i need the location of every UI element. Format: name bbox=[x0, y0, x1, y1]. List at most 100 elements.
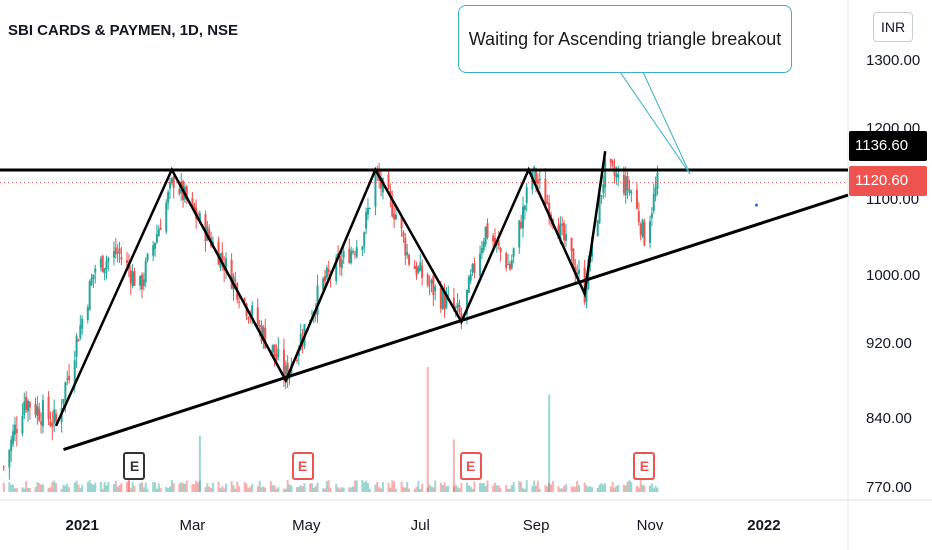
candle-body bbox=[391, 199, 394, 217]
volume-bar bbox=[81, 484, 84, 492]
volume-bar bbox=[314, 485, 317, 492]
volume-bar bbox=[139, 483, 142, 492]
volume-bar bbox=[561, 488, 564, 492]
volume-bar bbox=[38, 483, 41, 492]
volume-bar bbox=[64, 485, 67, 492]
volume-bar bbox=[454, 484, 457, 492]
candle-body bbox=[73, 360, 76, 384]
volume-bar bbox=[309, 483, 312, 492]
candle-body bbox=[355, 247, 358, 257]
volume-bar bbox=[51, 481, 54, 492]
volume-bar bbox=[133, 485, 136, 492]
volume-bar bbox=[479, 482, 482, 492]
volume-bar bbox=[443, 482, 446, 492]
candle-body bbox=[572, 248, 575, 270]
candle-body bbox=[492, 235, 495, 242]
candle-body bbox=[361, 246, 364, 250]
volume-bar bbox=[469, 486, 472, 492]
candle-body bbox=[167, 192, 170, 203]
volume-bar bbox=[400, 481, 403, 492]
volume-bar bbox=[88, 480, 91, 492]
volume-bar bbox=[271, 485, 274, 492]
candle-body bbox=[525, 187, 528, 204]
candle-body bbox=[168, 182, 171, 189]
candle-body bbox=[316, 285, 319, 316]
volume-bar bbox=[654, 485, 657, 492]
candle-body bbox=[90, 278, 93, 285]
earnings-marker[interactable]: E bbox=[633, 452, 656, 480]
candle-body bbox=[611, 160, 614, 166]
volume-bar bbox=[277, 487, 280, 492]
volume-bar bbox=[66, 483, 69, 492]
candle-body bbox=[637, 211, 640, 223]
volume-bar bbox=[90, 483, 93, 492]
callout-pointer bbox=[619, 71, 691, 175]
volume-bar bbox=[288, 484, 291, 492]
volume-bar bbox=[284, 488, 287, 492]
volume-bar bbox=[531, 486, 534, 492]
candle-body bbox=[112, 251, 115, 258]
candle-body bbox=[615, 174, 618, 178]
volume-bar bbox=[262, 486, 265, 492]
volume-bar bbox=[238, 486, 241, 492]
candle-body bbox=[510, 260, 513, 269]
volume-bar bbox=[144, 482, 147, 492]
candle-body bbox=[103, 268, 106, 274]
volume-bar bbox=[107, 481, 110, 492]
volume-bar bbox=[99, 481, 102, 492]
volume-bar bbox=[335, 483, 338, 492]
candle-body bbox=[380, 177, 383, 189]
volume-bar bbox=[381, 482, 384, 492]
volume-bar bbox=[155, 488, 158, 492]
volume-bar bbox=[570, 486, 573, 492]
volume-bar bbox=[342, 487, 345, 492]
volume-bar bbox=[211, 482, 214, 492]
volume-bar bbox=[324, 488, 327, 492]
chart-title[interactable]: SBI CARDS & PAYMEN, 1D, NSE bbox=[8, 22, 239, 39]
volume-bar bbox=[656, 487, 659, 492]
candle-body bbox=[152, 245, 155, 256]
candle-body bbox=[64, 382, 67, 400]
volume-bar bbox=[116, 486, 119, 492]
volume-bar bbox=[282, 488, 285, 492]
candle-body bbox=[271, 344, 274, 353]
earnings-marker[interactable]: E bbox=[291, 452, 314, 480]
volume-bar bbox=[183, 483, 186, 492]
annotation-callout[interactable]: Waiting for Ascending triangle breakout bbox=[458, 5, 792, 73]
marker-dot bbox=[754, 203, 758, 207]
volume-bar bbox=[564, 484, 567, 492]
candle-body bbox=[628, 189, 631, 193]
volume-bar bbox=[299, 485, 302, 492]
last-price-tag: 1120.60 bbox=[849, 166, 927, 196]
volume-bar bbox=[264, 487, 267, 492]
volume-bar bbox=[154, 482, 157, 492]
candle-body bbox=[576, 272, 579, 276]
volume-bar bbox=[417, 480, 420, 492]
volume-bar bbox=[295, 487, 298, 492]
earnings-marker[interactable]: E bbox=[123, 452, 146, 480]
volume-bar bbox=[445, 486, 448, 492]
candle-body bbox=[243, 298, 246, 301]
candle-body bbox=[486, 223, 489, 238]
candle-body bbox=[282, 349, 285, 378]
volume-bar bbox=[361, 480, 364, 492]
candle-body bbox=[523, 205, 526, 210]
candle-body bbox=[324, 276, 327, 281]
volume-bar bbox=[559, 488, 562, 492]
volume-bar bbox=[10, 484, 13, 492]
volume-bar bbox=[393, 481, 396, 492]
volume-bar bbox=[452, 486, 455, 492]
volume-bar bbox=[391, 480, 394, 492]
currency-selector[interactable]: INR bbox=[873, 12, 913, 42]
volume-bar bbox=[387, 483, 390, 492]
candle-body bbox=[79, 325, 82, 339]
volume-bar bbox=[329, 487, 332, 492]
candle-body bbox=[273, 344, 276, 357]
volume-bar bbox=[159, 487, 162, 492]
volume-bar bbox=[206, 483, 209, 492]
volume-bar bbox=[591, 487, 594, 492]
earnings-marker[interactable]: E bbox=[459, 452, 482, 480]
volume-bar bbox=[223, 488, 226, 492]
volume-bar bbox=[297, 486, 300, 492]
candle-body bbox=[622, 174, 625, 193]
